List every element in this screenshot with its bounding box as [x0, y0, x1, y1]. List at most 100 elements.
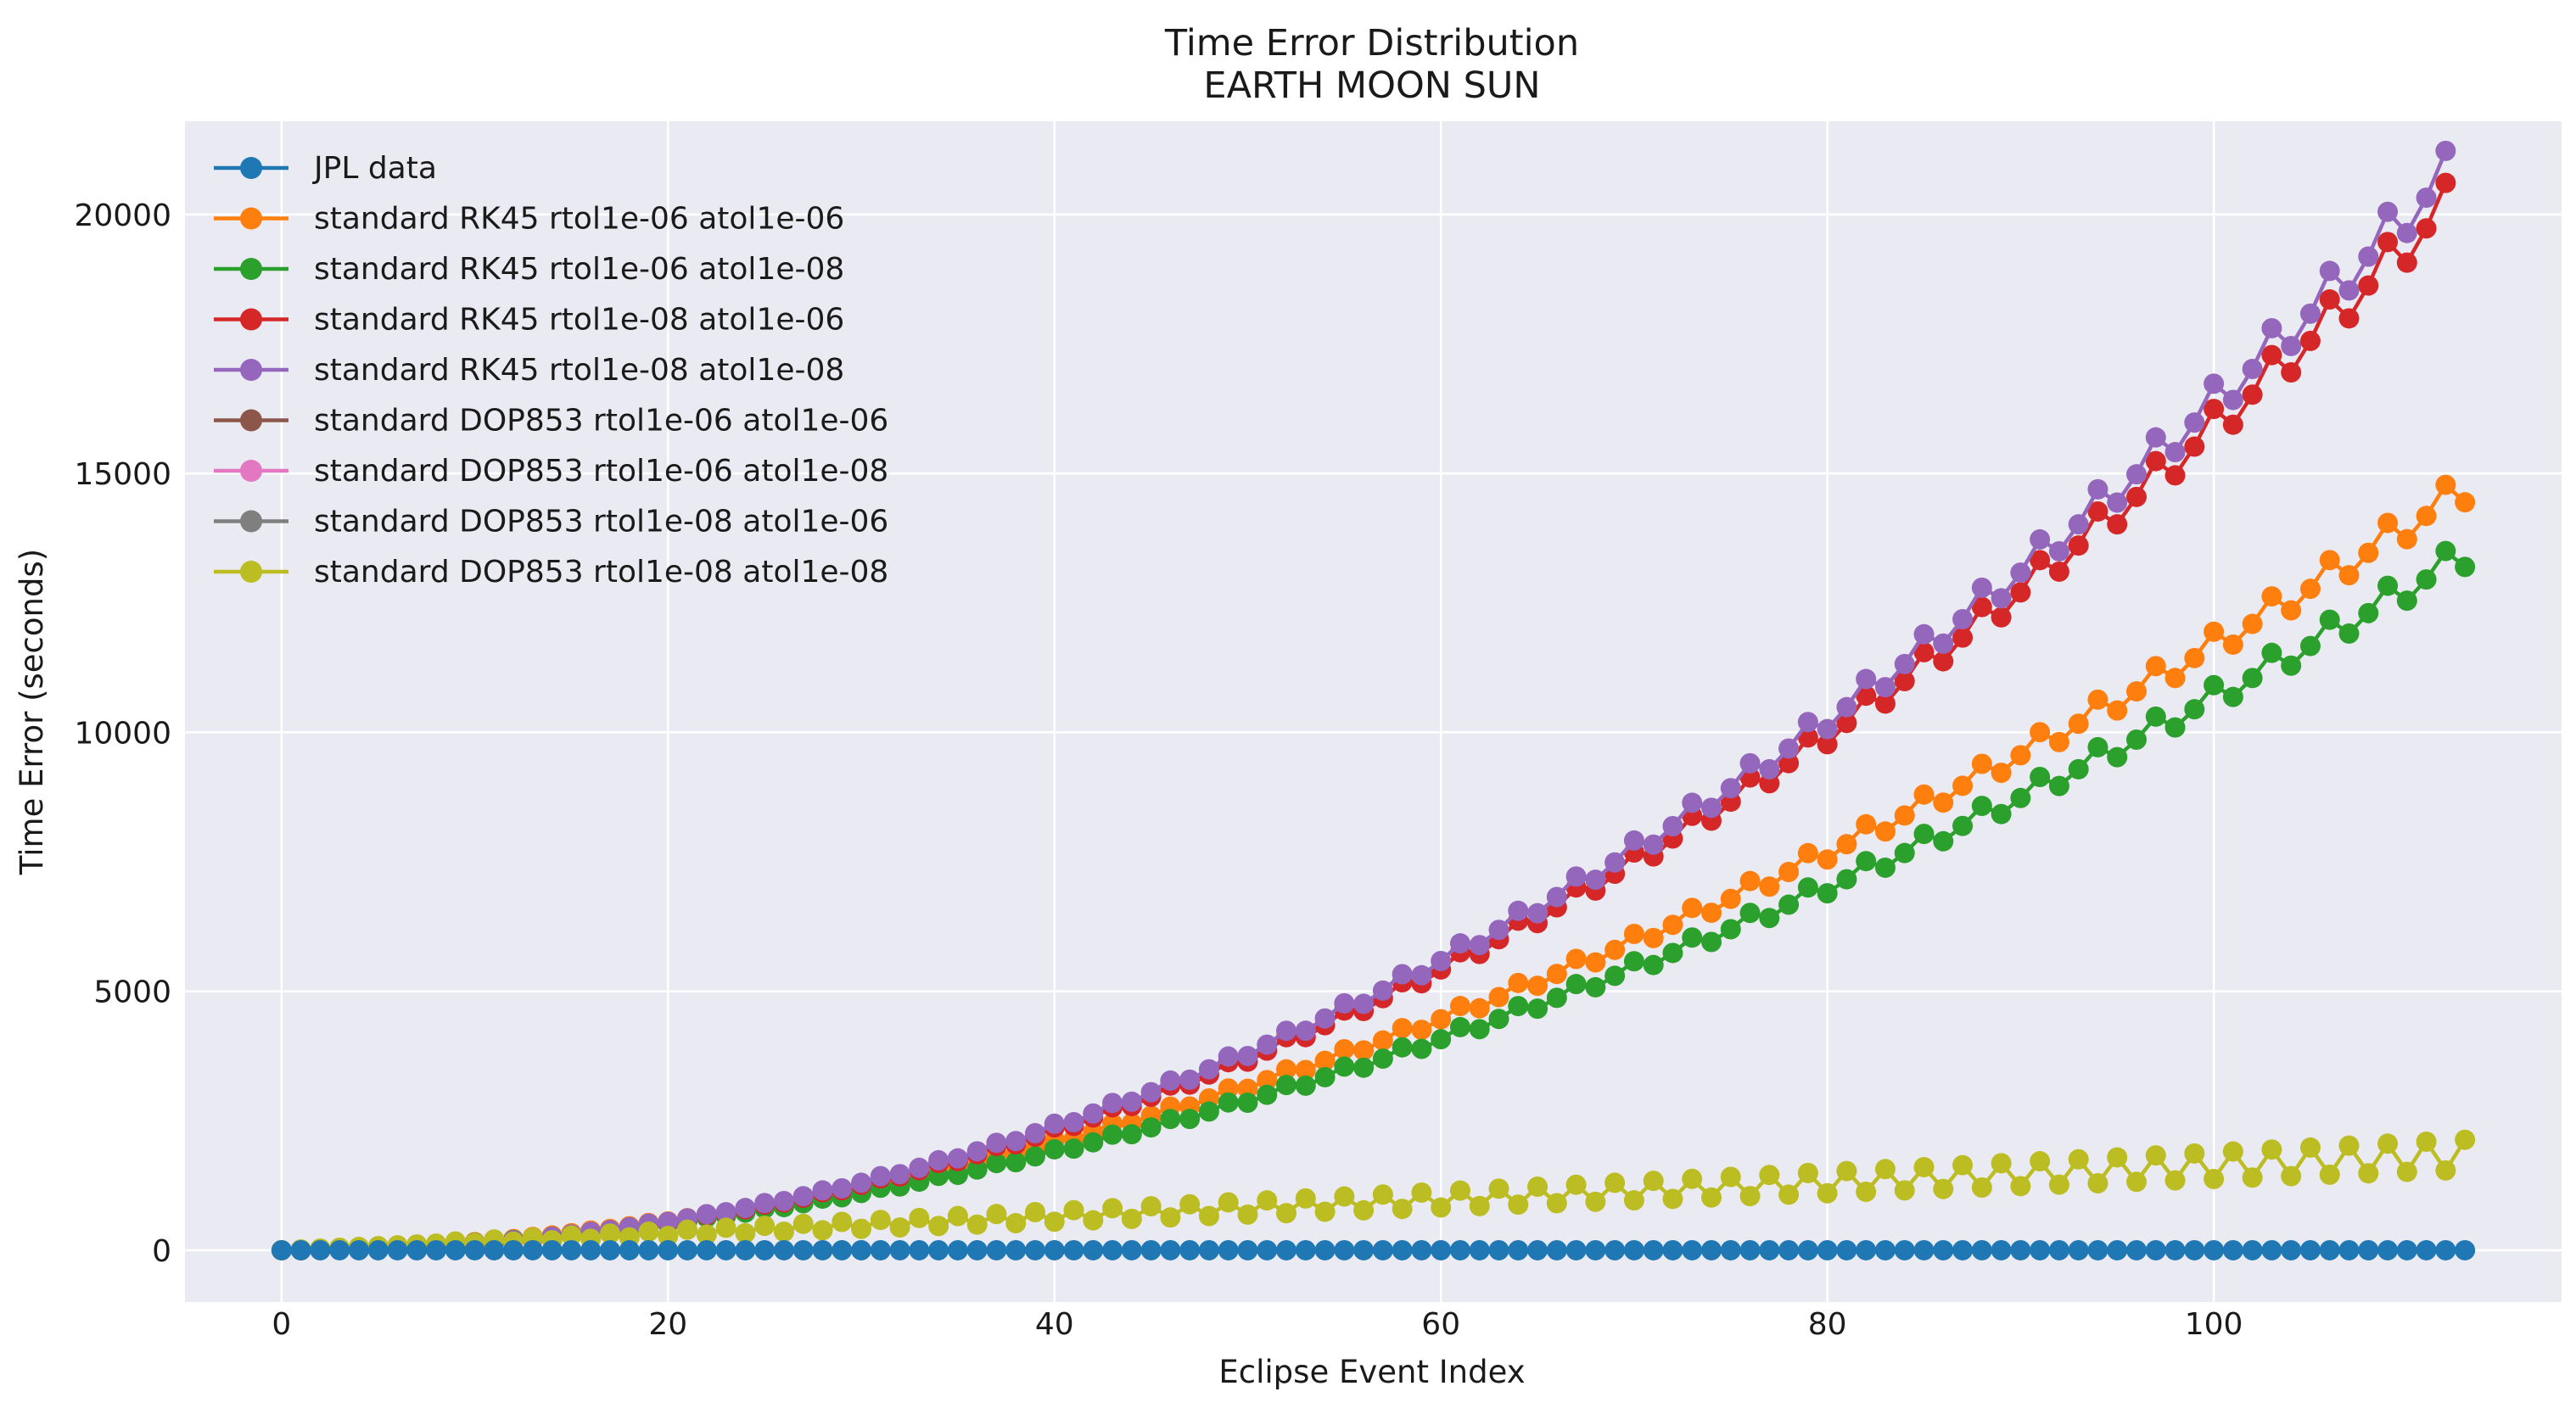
data-point: [1353, 993, 1375, 1014]
data-point: [1218, 1046, 1239, 1067]
data-point: [2030, 550, 2051, 571]
data-point: [1334, 1038, 1355, 1059]
data-point: [1913, 784, 1935, 805]
data-point: [1682, 927, 1703, 948]
data-point: [1449, 1180, 1470, 1201]
data-point: [1083, 1239, 1104, 1260]
legend-label: standard RK45 rtol1e-06 atol1e-08: [314, 252, 844, 287]
data-point: [2087, 478, 2108, 500]
data-point: [658, 1211, 679, 1232]
data-point: [503, 1239, 524, 1260]
data-point: [832, 1211, 853, 1232]
data-point: [1024, 1201, 1045, 1222]
data-point: [1218, 1092, 1239, 1113]
data-point: [966, 1214, 988, 1235]
data-point: [986, 1239, 1007, 1260]
data-point: [2435, 140, 2456, 161]
data-point: [1469, 1019, 1490, 1040]
data-point: [2358, 246, 2379, 267]
data-point: [1739, 1186, 1761, 1207]
data-point: [2319, 1164, 2340, 1185]
data-point: [889, 1239, 910, 1260]
data-point: [947, 1205, 968, 1227]
data-point: [1411, 1239, 1432, 1260]
data-point: [2358, 542, 2379, 563]
data-point: [2281, 362, 2302, 383]
data-point: [2396, 1239, 2417, 1260]
data-point: [1585, 952, 1606, 973]
data-point: [2281, 1239, 2302, 1260]
data-point: [2455, 1129, 2476, 1150]
data-point: [1527, 1239, 1548, 1260]
data-point: [909, 1157, 930, 1178]
data-point: [2242, 358, 2263, 379]
x-tick-label: 60: [1421, 1307, 1460, 1342]
data-point: [2377, 1239, 2399, 1260]
data-point: [2107, 700, 2128, 721]
data-point: [1856, 685, 1877, 707]
legend-item: standard RK45 rtol1e-08 atol1e-06: [214, 303, 844, 338]
data-point: [1063, 1239, 1084, 1260]
data-point: [2377, 232, 2399, 253]
data-point: [1856, 1239, 1877, 1260]
y-tick-label: 10000: [74, 716, 171, 751]
data-point: [2358, 275, 2379, 296]
data-point: [1102, 1093, 1123, 1114]
data-point: [812, 1220, 833, 1241]
data-point: [1198, 1205, 1219, 1227]
series-0: [271, 1239, 2476, 1260]
legend-label: standard DOP853 rtol1e-06 atol1e-06: [314, 404, 888, 439]
data-point: [2107, 492, 2128, 513]
data-point: [638, 1239, 659, 1260]
data-point: [310, 1239, 331, 1260]
data-point: [1874, 1239, 1896, 1260]
data-point: [2261, 344, 2282, 366]
data-point: [2068, 1239, 2089, 1260]
data-point: [1817, 849, 1838, 870]
data-point: [1314, 1201, 1336, 1222]
data-point: [1682, 897, 1703, 919]
data-point: [1933, 1239, 1954, 1260]
data-point: [1469, 1195, 1490, 1216]
data-point: [1933, 1178, 1954, 1199]
data-point: [2396, 222, 2417, 243]
data-point: [1933, 792, 1954, 813]
data-point: [426, 1239, 447, 1260]
data-point: [1720, 919, 1741, 940]
data-point: [889, 1164, 910, 1185]
data-point: [638, 1221, 659, 1243]
data-point: [329, 1239, 350, 1260]
data-point: [2107, 514, 2128, 535]
data-point: [870, 1239, 891, 1260]
data-point: [1257, 1084, 1278, 1105]
data-point: [2204, 621, 2225, 642]
data-point: [580, 1239, 602, 1260]
data-point: [1565, 974, 1587, 995]
data-point: [1334, 1239, 1355, 1260]
data-point: [2435, 474, 2456, 495]
data-point: [2030, 766, 2051, 787]
legend-label: standard DOP853 rtol1e-08 atol1e-08: [314, 555, 888, 590]
data-point: [1392, 1199, 1413, 1220]
data-point: [851, 1172, 872, 1193]
data-point: [2204, 399, 2225, 420]
data-point: [754, 1216, 776, 1237]
legend-label: standard RK45 rtol1e-06 atol1e-06: [314, 202, 844, 237]
legend-swatch-marker: [240, 308, 262, 331]
legend-swatch-marker: [240, 510, 262, 533]
data-point: [1604, 1239, 1626, 1260]
tick-labels: 0 20 40 60 80 100 0 5000 10000 15000 20000: [74, 198, 2243, 1342]
data-point: [1237, 1045, 1258, 1066]
data-point: [677, 1219, 698, 1240]
data-point: [1836, 696, 1857, 718]
legend-item: standard RK45 rtol1e-08 atol1e-08: [214, 353, 844, 388]
data-point: [2204, 1239, 2225, 1260]
data-point: [1913, 1156, 1935, 1177]
data-point: [2030, 1239, 2051, 1260]
data-point: [735, 1198, 756, 1219]
data-point: [1894, 1239, 1915, 1260]
data-point: [2126, 1171, 2148, 1193]
data-point: [1044, 1239, 1065, 1260]
data-point: [1856, 813, 1877, 835]
data-point: [1392, 964, 1413, 985]
